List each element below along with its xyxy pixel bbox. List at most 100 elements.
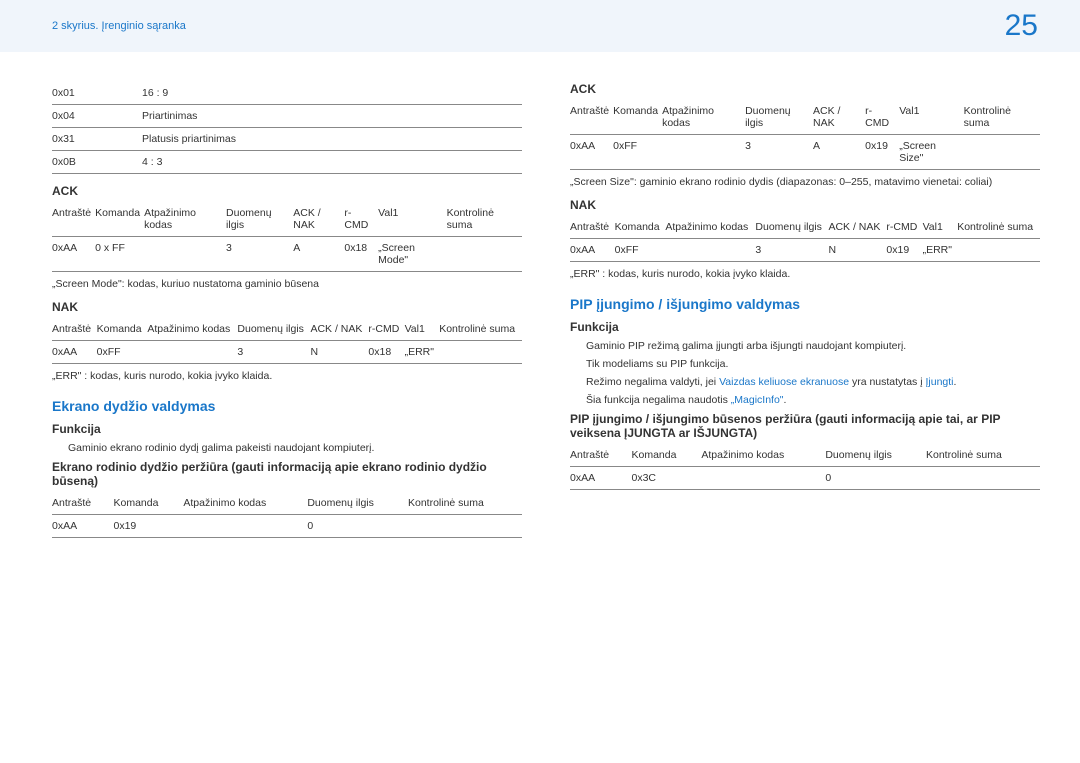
funkcija-line-1: Gaminio PIP režimą galima įjungti arba i… bbox=[570, 340, 1040, 352]
header: Kontrolinė suma bbox=[964, 100, 1040, 135]
cell bbox=[957, 239, 1040, 262]
ack-label: ACK bbox=[570, 82, 1040, 96]
text: Režimo negalima valdyti, jei bbox=[586, 376, 719, 388]
header: Atpažinimo kodas bbox=[665, 216, 755, 239]
ack-label: ACK bbox=[52, 184, 522, 198]
nak-table: Antraštė Komanda Atpažinimo kodas Duomen… bbox=[52, 318, 522, 364]
cell bbox=[926, 467, 1040, 490]
header: Val1 bbox=[923, 216, 958, 239]
cell: N bbox=[310, 341, 368, 364]
cell bbox=[701, 467, 825, 490]
ack-table: Antraštė Komanda Atpažinimo kodas Duomen… bbox=[52, 202, 522, 272]
view-heading: Ekrano rodinio dydžio peržiūra (gauti in… bbox=[52, 460, 522, 488]
page-content: 0x0116 : 9 0x04Priartinimas 0x31Platusis… bbox=[0, 52, 1080, 544]
cell: 0x19 bbox=[886, 239, 922, 262]
cell: „ERR" bbox=[923, 239, 958, 262]
cell bbox=[144, 237, 226, 272]
cell: Priartinimas bbox=[142, 105, 522, 128]
header: Atpažinimo kodas bbox=[147, 318, 237, 341]
cell: 0x0B bbox=[52, 151, 142, 174]
funkcija-text: Gaminio ekrano rodinio dydį galima pakei… bbox=[52, 442, 522, 454]
header: Atpažinimo kodas bbox=[662, 100, 745, 135]
cell bbox=[147, 341, 237, 364]
header: Duomenų ilgis bbox=[226, 202, 293, 237]
screen-size-note: „Screen Size": gaminio ekrano rodinio dy… bbox=[570, 176, 1040, 188]
header: Kontrolinė suma bbox=[439, 318, 522, 341]
cell: 0xAA bbox=[570, 239, 615, 262]
funkcija-label: Funkcija bbox=[52, 422, 522, 436]
cell: A bbox=[813, 135, 865, 170]
header: Kontrolinė suma bbox=[408, 492, 522, 515]
err-note: „ERR" : kodas, kuris nurodo, kokia įvyko… bbox=[570, 268, 1040, 280]
header: Atpažinimo kodas bbox=[701, 444, 825, 467]
header: r-CMD bbox=[368, 318, 404, 341]
cell: 16 : 9 bbox=[142, 82, 522, 105]
header: Antraštė bbox=[52, 318, 97, 341]
header: Kontrolinė suma bbox=[957, 216, 1040, 239]
header: Antraštė bbox=[570, 100, 613, 135]
link-text: Įjungti bbox=[925, 376, 953, 388]
header: Duomenų ilgis bbox=[237, 318, 310, 341]
header: Val1 bbox=[378, 202, 446, 237]
nak-label: NAK bbox=[52, 300, 522, 314]
funkcija-line-2: Tik modeliams su PIP funkcija. bbox=[570, 358, 1040, 370]
header: Val1 bbox=[405, 318, 440, 341]
text: yra nustatytas į bbox=[849, 376, 925, 388]
cell: 3 bbox=[237, 341, 310, 364]
cell: 0 bbox=[825, 467, 926, 490]
cell: 0xFF bbox=[97, 341, 148, 364]
header: Duomenų ilgis bbox=[307, 492, 408, 515]
header: Antraštė bbox=[52, 202, 95, 237]
cell: 0 x FF bbox=[95, 237, 144, 272]
link-text: „MagicInfo" bbox=[731, 394, 784, 406]
cell: „Screen Size" bbox=[899, 135, 963, 170]
cell: 0x19 bbox=[865, 135, 899, 170]
header: ACK / NAK bbox=[293, 202, 344, 237]
cell: 0x31 bbox=[52, 128, 142, 151]
header: Val1 bbox=[899, 100, 963, 135]
cell bbox=[447, 237, 522, 272]
header: Komanda bbox=[615, 216, 666, 239]
cell: 0x04 bbox=[52, 105, 142, 128]
cell: 0xAA bbox=[570, 467, 632, 490]
cell: 0xFF bbox=[615, 239, 666, 262]
header: r-CMD bbox=[886, 216, 922, 239]
screen-mode-note: „Screen Mode": kodas, kuriuo nustatoma g… bbox=[52, 278, 522, 290]
header: Duomenų ilgis bbox=[745, 100, 813, 135]
cell: 0xAA bbox=[52, 237, 95, 272]
cell: 0 bbox=[307, 515, 408, 538]
cell bbox=[662, 135, 745, 170]
cell: 0xFF bbox=[613, 135, 662, 170]
page-header: 2 skyrius. Įrenginio sąranka 25 bbox=[0, 0, 1080, 52]
cell bbox=[408, 515, 522, 538]
cell: „Screen Mode" bbox=[378, 237, 446, 272]
header: Komanda bbox=[613, 100, 662, 135]
aspect-ratio-table: 0x0116 : 9 0x04Priartinimas 0x31Platusis… bbox=[52, 82, 522, 174]
header: Kontrolinė suma bbox=[447, 202, 522, 237]
cell: 0x01 bbox=[52, 82, 142, 105]
header: Antraštė bbox=[52, 492, 114, 515]
right-column: ACK Antraštė Komanda Atpažinimo kodas Du… bbox=[570, 82, 1040, 544]
header: Antraštė bbox=[570, 444, 632, 467]
header: Atpažinimo kodas bbox=[183, 492, 307, 515]
cell: 0x18 bbox=[344, 237, 378, 272]
header: Kontrolinė suma bbox=[926, 444, 1040, 467]
header: ACK / NAK bbox=[813, 100, 865, 135]
cell bbox=[439, 341, 522, 364]
text: Šia funkcija negalima naudotis bbox=[586, 394, 731, 406]
text: . bbox=[954, 376, 957, 388]
pip-table: Antraštė Komanda Atpažinimo kodas Duomen… bbox=[570, 444, 1040, 490]
cell: A bbox=[293, 237, 344, 272]
link-text: Vaizdas keliuose ekranuose bbox=[719, 376, 849, 388]
ack-table: Antraštė Komanda Atpažinimo kodas Duomen… bbox=[570, 100, 1040, 170]
pip-heading: PIP įjungimo / išjungimo valdymas bbox=[570, 296, 1040, 312]
cell: 0xAA bbox=[52, 515, 114, 538]
funkcija-line-3: Režimo negalima valdyti, jei Vaizdas kel… bbox=[570, 376, 1040, 388]
cell: 3 bbox=[755, 239, 828, 262]
nak-label: NAK bbox=[570, 198, 1040, 212]
funkcija-line-4: Šia funkcija negalima naudotis „MagicInf… bbox=[570, 394, 1040, 406]
header: Komanda bbox=[632, 444, 702, 467]
cell: 0x18 bbox=[368, 341, 404, 364]
cell: 0x3C bbox=[632, 467, 702, 490]
cell: „ERR" bbox=[405, 341, 440, 364]
